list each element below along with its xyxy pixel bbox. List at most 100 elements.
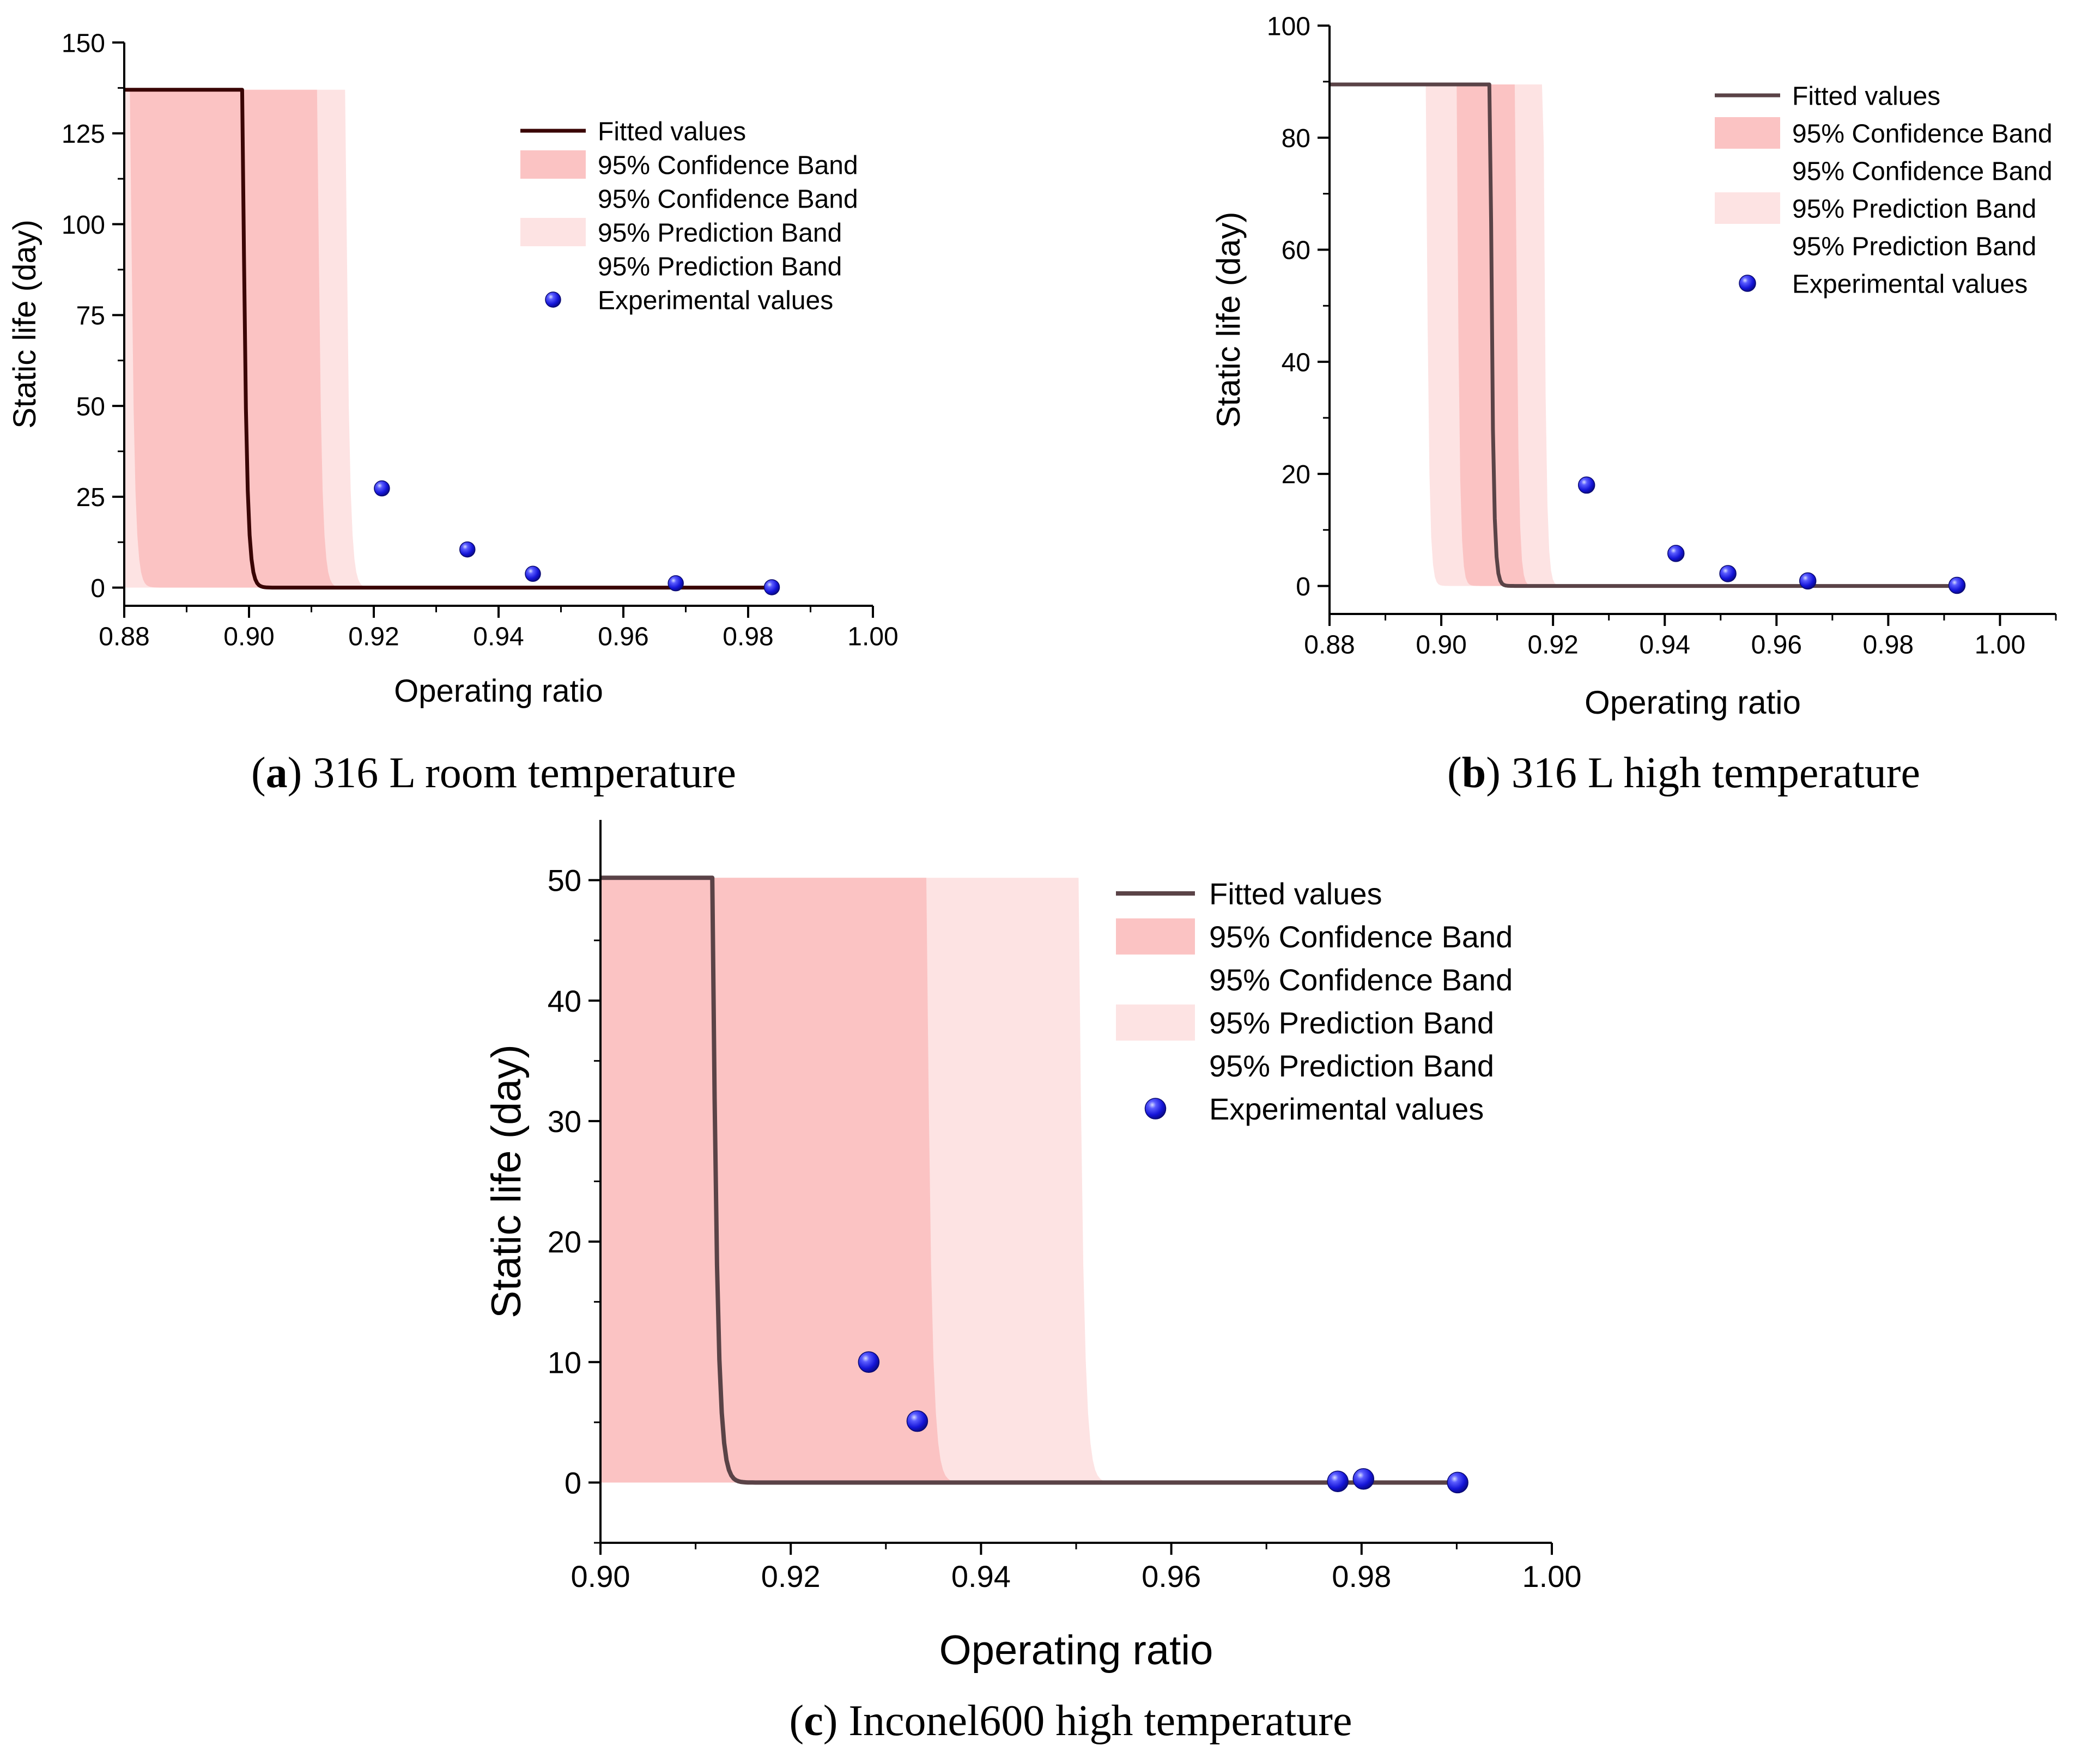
data-point-b [1719,565,1737,582]
x-tick-label-b: 1.00 [1975,630,2025,659]
x-tick-label-b: 0.90 [1416,630,1466,659]
y-tick-label-a: 0 [90,574,105,603]
data-point-a [525,565,541,582]
legend-label: Experimental values [1209,1092,1484,1126]
x-tick-label-a: 0.88 [99,622,149,651]
legend-label: 95% Confidence Band [1209,920,1513,954]
x-axis-title-a: Operating ratio [394,673,603,709]
legend-label: 95% Prediction Band [598,218,842,247]
data-point-a [374,480,390,497]
x-tick-label-a: 0.96 [598,622,648,651]
x-tick-label-a: 0.94 [473,622,524,651]
y-axis-title-b: Static life (day) [1210,212,1247,428]
data-point-a [459,541,476,558]
data-point-b [1948,576,1966,594]
y-tick-label-c: 30 [548,1104,581,1139]
legend-label: 95% Confidence Band [1792,157,2053,186]
x-tick-label-a: 1.00 [847,622,898,651]
x-tick-label-c: 0.92 [761,1559,821,1593]
y-tick-label-b: 20 [1282,460,1310,489]
data-point-c [1352,1468,1375,1490]
legend-swatch-prediction [520,217,586,247]
legend-a: Fitted values 95% Confidence Band 95% Conf… [520,117,858,315]
panel-b-plot: 0.88 0.90 0.92 0.94 0.96 0.98 1.00 0 20 40 60 80 100… [1210,12,2057,721]
panel-c: 0.90 0.92 0.94 0.96 0.98 1.00 0 10 20 30 40 50 Opera… [483,820,1582,1745]
data-point-a [763,579,780,595]
legend-swatch-prediction [1715,192,1780,224]
x-tick-label-c: 0.96 [1142,1559,1201,1593]
legend-swatch-experimental [1144,1098,1167,1120]
x-tick-label-b: 0.88 [1304,630,1355,659]
fitted-line-a [124,88,772,590]
legend-label: 95% Prediction Band [1209,1006,1494,1040]
y-tick-label-b: 100 [1267,12,1310,41]
y-tick-label-b: 80 [1282,124,1310,153]
legend-label: Fitted values [1209,877,1382,911]
y-axis-title-a: Static life (day) [7,220,43,429]
panel-c-plot: 0.90 0.92 0.94 0.96 0.98 1.00 0 10 20 30 40 50 Opera… [483,820,1582,1674]
plot-area-b [1330,82,2056,594]
y-tick-label-a: 25 [76,483,105,512]
legend-label: 95% Confidence Band [598,151,858,180]
x-tick-label-a: 0.98 [723,622,773,651]
fitted-line-c [600,875,1457,1485]
fitted-line-b [1330,82,1955,588]
x-tick-label-a: 0.90 [223,622,274,651]
legend-label: Fitted values [598,117,746,146]
legend-label: 95% Prediction Band [1792,194,2036,223]
plot-area-c [600,875,1552,1494]
y-tick-label-a: 100 [62,211,105,240]
legend-label: 95% Prediction Band [1792,232,2036,261]
data-point-b [1667,545,1685,562]
confidence-band-c [600,878,1552,1483]
x-axis-title-c: Operating ratio [939,1627,1213,1674]
y-tick-label-b: 0 [1296,573,1310,601]
x-tick-label-c: 0.98 [1332,1559,1391,1593]
legend-label: Experimental values [1792,270,2028,299]
legend-label: 95% Prediction Band [1209,1049,1494,1083]
caption-c: (c) Inconel600 high temperature [790,1697,1352,1745]
legend-label: 95% Confidence Band [1792,119,2053,148]
panel-a: 0.88 0.90 0.92 0.94 0.96 0.98 1.00 0 25 50 75 100 12… [7,29,899,797]
data-point-a [667,575,684,592]
x-tick-label-a: 0.92 [348,622,399,651]
y-tick-label-a: 50 [76,392,105,421]
legend-label: 95% Confidence Band [1209,963,1513,997]
x-tick-label-c: 1.00 [1522,1559,1582,1593]
x-axis-title-b: Operating ratio [1585,684,1801,721]
legend-swatch-experimental [545,291,561,308]
x-tick-label-b: 0.94 [1640,630,1690,659]
y-tick-label-c: 0 [565,1466,581,1500]
data-point-c [1327,1470,1349,1492]
caption-b: (b) 316 L high temperature [1447,749,1920,797]
confidence-band-b [1330,84,2056,586]
panel-b: 0.88 0.90 0.92 0.94 0.96 0.98 1.00 0 20 40 60 80 100… [1210,12,2057,797]
legend-swatch-experimental [1739,275,1756,292]
legend-swatch-confidence [520,150,586,179]
y-tick-label-c: 10 [548,1345,581,1379]
x-tick-label-b: 0.98 [1863,630,1914,659]
y-axis-title-c: Static life (day) [483,1044,530,1318]
y-tick-label-c: 40 [548,984,581,1018]
x-tick-label-b: 0.96 [1751,630,1802,659]
y-tick-label-b: 60 [1282,236,1310,265]
x-tick-label-c: 0.90 [571,1559,630,1593]
y-tick-label-c: 50 [548,863,581,898]
data-point-c [1447,1471,1468,1494]
data-point-b [1799,572,1817,590]
legend-label: 95% Confidence Band [598,185,858,214]
confidence-band-a [124,89,873,588]
data-point-c [858,1351,880,1373]
y-tick-label-a: 125 [62,120,105,149]
panel-a-plot: 0.88 0.90 0.92 0.94 0.96 0.98 1.00 0 25 50 75 100 12… [7,29,899,709]
legend-label: Experimental values [598,286,833,315]
legend-swatch-confidence [1715,117,1780,149]
x-tick-label-b: 0.92 [1527,630,1578,659]
legend-label: Fitted values [1792,82,1940,111]
legend-b: Fitted values 95% Confidence Band 95% Conf… [1715,82,2053,299]
data-point-b [1577,476,1595,494]
plot-area-a [124,88,873,595]
y-tick-label-b: 40 [1282,348,1310,377]
legend-swatch-confidence [1116,918,1195,955]
